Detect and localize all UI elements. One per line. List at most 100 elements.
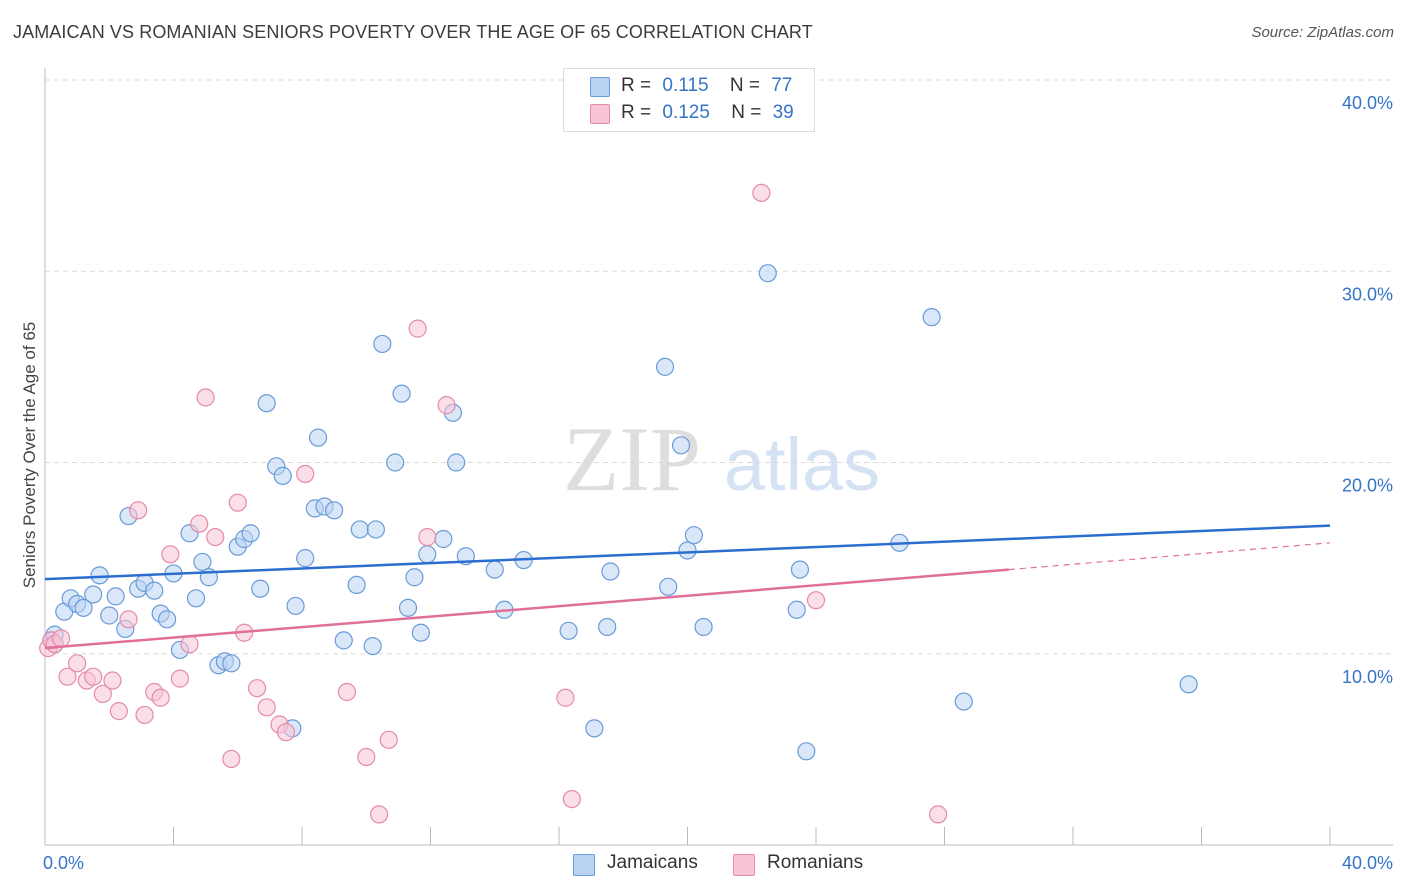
jamaican-point xyxy=(84,585,103,604)
axes xyxy=(44,68,1393,846)
romanian-point xyxy=(190,514,209,533)
jamaican-point xyxy=(655,357,675,376)
jamaican-legend-label: Jamaicans xyxy=(607,852,698,873)
jamaican-point xyxy=(434,529,453,549)
jamaican-legend-swatch xyxy=(573,854,595,876)
romanian-point xyxy=(228,493,247,512)
romanian-point xyxy=(161,545,180,564)
legend-r-value-2: 0.125 xyxy=(662,102,710,123)
romanian-trend-extension xyxy=(1008,542,1331,571)
correlation-legend: R = 0.115 N = 77 R = 0.125 N = 39 xyxy=(563,68,815,132)
jamaican-point xyxy=(186,589,206,608)
jamaican-point xyxy=(334,631,353,650)
jamaican-point xyxy=(325,501,344,520)
x-tick-label-max: 40.0% xyxy=(1342,853,1393,873)
jamaican-point xyxy=(922,308,941,327)
jamaican-point xyxy=(273,466,292,485)
romanian-point xyxy=(129,501,148,520)
jamaican-point xyxy=(485,560,504,579)
jamaican-point xyxy=(386,453,405,472)
jamaican-point xyxy=(659,577,678,596)
jamaican-point xyxy=(447,453,466,472)
jamaican-point xyxy=(790,560,810,579)
romanian-point xyxy=(206,527,225,547)
romanian-point xyxy=(357,747,376,767)
romanian-point xyxy=(408,319,427,338)
romanian-point xyxy=(437,396,456,415)
jamaican-point xyxy=(684,526,704,545)
jamaican-point xyxy=(418,545,437,564)
jamaican-point xyxy=(350,520,369,539)
jamaican-point xyxy=(758,264,777,283)
legend-r-label-1: R = xyxy=(621,75,652,96)
jamaican-point xyxy=(598,617,617,637)
romanian-point xyxy=(196,388,215,407)
y-tick-label: 20.0% xyxy=(1342,476,1393,496)
jamaican-point xyxy=(601,562,620,581)
romanian-point xyxy=(109,702,128,721)
jamaican-point xyxy=(106,587,125,606)
jamaican-point xyxy=(954,692,973,711)
legend-r-value-1: 0.115 xyxy=(662,75,709,96)
romanian-point xyxy=(257,698,276,717)
y-axis-label: Seniors Poverty Over the Age of 65 xyxy=(20,321,39,589)
jamaican-point xyxy=(366,520,385,539)
legend-n-value-2: 39 xyxy=(772,102,794,123)
jamaican-point xyxy=(251,579,270,598)
romanian-point xyxy=(752,183,771,202)
legend-n-label-1: N = xyxy=(729,75,760,96)
romanian-point xyxy=(51,629,71,648)
chart-title: JAMAICAN VS ROMANIAN SENIORS POVERTY OVE… xyxy=(13,22,813,42)
watermark: ZIP atlas xyxy=(563,408,880,510)
tick-labels: 10.0% 20.0% 30.0% 40.0% 0.0% 40.0% xyxy=(43,93,1393,873)
jamaican-point xyxy=(405,568,424,587)
romanian-point xyxy=(135,705,154,725)
legend-n-value-1: 77 xyxy=(771,75,793,96)
romanian-point xyxy=(562,789,581,809)
source-label: Source: ZipAtlas.com xyxy=(1251,24,1394,41)
romanian-points xyxy=(39,183,948,824)
jamaican-point xyxy=(373,334,392,354)
romanian-point xyxy=(379,730,398,749)
x-tick-label-min: 0.0% xyxy=(43,853,84,873)
romanian-point xyxy=(58,667,77,686)
romanian-legend-label: Romanians xyxy=(767,852,864,873)
jamaican-point xyxy=(145,581,164,600)
jamaican-point xyxy=(559,621,578,640)
jamaican-point xyxy=(363,636,382,656)
romanian-point xyxy=(68,654,87,673)
watermark-atlas: atlas xyxy=(724,423,880,506)
jamaican-point xyxy=(296,549,315,568)
jamaican-trend-line xyxy=(44,524,1331,581)
trend-lines xyxy=(44,524,1331,650)
y-tick-label: 40.0% xyxy=(1342,93,1393,113)
romanian-legend-swatch xyxy=(733,854,755,876)
romanian-point xyxy=(222,749,241,769)
romanian-point xyxy=(928,805,948,824)
romanian-point xyxy=(119,610,138,629)
jamaican-point xyxy=(286,596,305,616)
jamaican-point xyxy=(585,719,604,738)
romanian-point xyxy=(180,635,199,654)
romanian-point xyxy=(170,669,190,688)
romanian-swatch xyxy=(590,104,610,124)
jamaican-point xyxy=(678,541,697,560)
romanian-point xyxy=(296,464,315,484)
jamaican-point xyxy=(694,617,713,637)
jamaican-point xyxy=(257,394,276,413)
jamaican-point xyxy=(671,436,691,455)
romanian-point xyxy=(337,682,357,702)
watermark-zip: ZIP xyxy=(563,408,701,510)
jamaican-point xyxy=(241,524,260,543)
romanian-point xyxy=(84,667,103,686)
romanian-point xyxy=(418,527,437,547)
jamaican-point xyxy=(90,566,109,585)
jamaican-point xyxy=(347,575,366,595)
jamaican-point xyxy=(1179,675,1198,694)
romanian-point xyxy=(556,688,575,707)
romanian-point xyxy=(151,688,170,707)
y-tick-label: 30.0% xyxy=(1342,284,1393,304)
romanian-point xyxy=(276,723,296,742)
grid-lines xyxy=(45,79,1393,655)
